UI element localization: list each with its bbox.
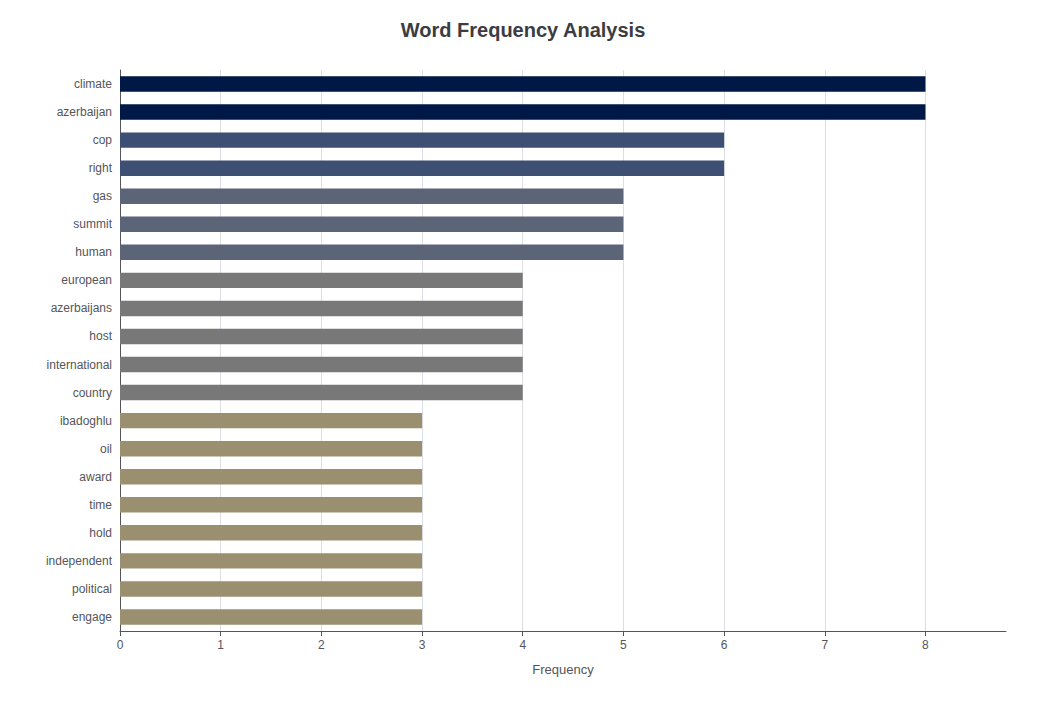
svg-text:human: human xyxy=(75,245,112,259)
svg-text:oil: oil xyxy=(100,442,112,456)
svg-text:summit: summit xyxy=(73,217,112,231)
svg-text:hold: hold xyxy=(89,526,112,540)
svg-text:time: time xyxy=(89,498,112,512)
svg-text:award: award xyxy=(79,470,112,484)
svg-text:azerbaijans: azerbaijans xyxy=(51,301,112,315)
svg-text:Word Frequency Analysis: Word Frequency Analysis xyxy=(401,19,646,41)
svg-text:5: 5 xyxy=(620,638,627,652)
svg-text:2: 2 xyxy=(318,638,325,652)
svg-text:1: 1 xyxy=(217,638,224,652)
svg-text:engage: engage xyxy=(72,610,112,624)
svg-text:ibadoghlu: ibadoghlu xyxy=(60,414,112,428)
svg-text:7: 7 xyxy=(821,638,828,652)
svg-text:european: european xyxy=(61,273,112,287)
svg-text:azerbaijan: azerbaijan xyxy=(57,105,112,119)
svg-text:political: political xyxy=(72,582,112,596)
svg-text:independent: independent xyxy=(46,554,113,568)
svg-text:right: right xyxy=(89,161,113,175)
svg-text:4: 4 xyxy=(519,638,526,652)
svg-text:cop: cop xyxy=(93,133,113,147)
svg-text:gas: gas xyxy=(93,189,112,203)
svg-text:host: host xyxy=(89,329,112,343)
svg-text:3: 3 xyxy=(419,638,426,652)
svg-text:climate: climate xyxy=(74,77,112,91)
svg-text:international: international xyxy=(47,358,112,372)
svg-text:Frequency: Frequency xyxy=(532,662,594,677)
svg-text:0: 0 xyxy=(117,638,124,652)
svg-text:6: 6 xyxy=(721,638,728,652)
svg-text:8: 8 xyxy=(922,638,929,652)
svg-text:country: country xyxy=(73,386,112,400)
